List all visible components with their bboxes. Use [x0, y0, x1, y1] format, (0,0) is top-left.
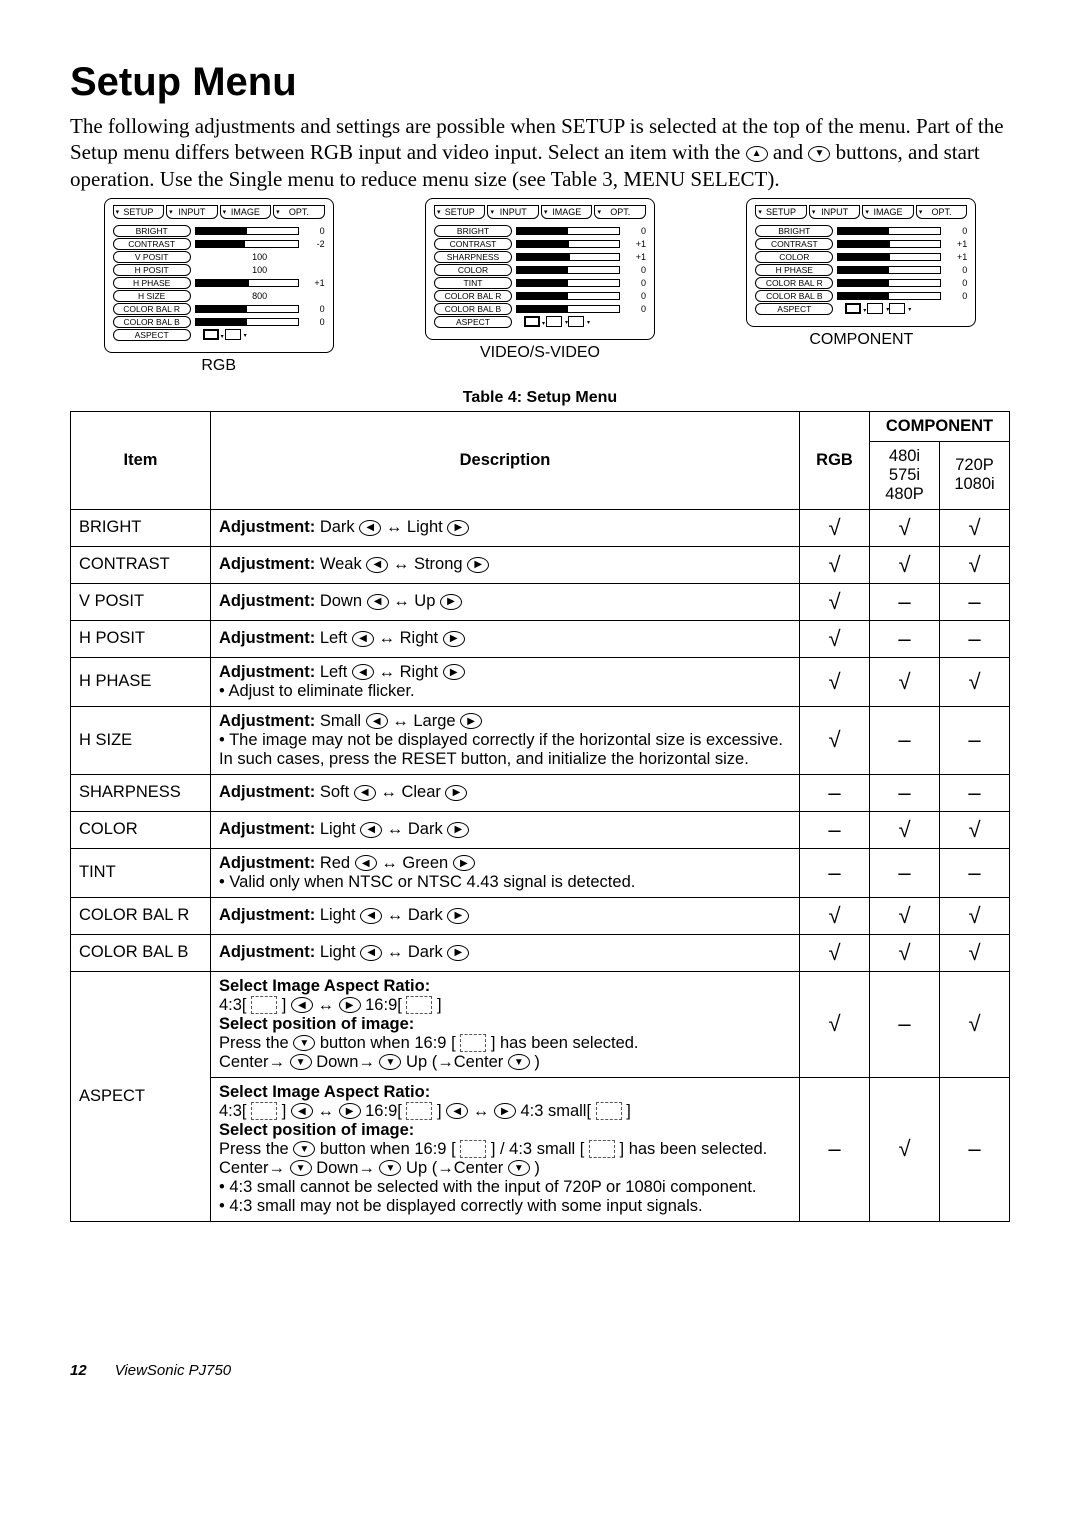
table-row: Select Image Aspect Ratio:4:3[ ] ◀ ↔ ▶ 1… [71, 1077, 1010, 1221]
row-c1: √ [870, 811, 940, 848]
row-c1: √ [870, 546, 940, 583]
row-item: H PHASE [71, 657, 211, 706]
osd-video: ▾SETUP▾INPUT▾IMAGE▾OPT.BRIGHT0CONTRAST+1… [425, 198, 655, 375]
row-desc: Adjustment: Light ◀ ↔ Dark ▶ [211, 897, 800, 934]
row-rgb: √ [800, 583, 870, 620]
row-item: H SIZE [71, 706, 211, 774]
row-desc: Adjustment: Soft ◀ ↔ Clear ▶ [211, 774, 800, 811]
th-component: COMPONENT [870, 411, 1010, 441]
row-c2: – [940, 706, 1010, 774]
row-c1: – [870, 848, 940, 897]
row-desc: Adjustment: Light ◀ ↔ Dark ▶ [211, 934, 800, 971]
row-desc: Adjustment: Dark ◀ ↔ Light ▶ [211, 509, 800, 546]
row-item: COLOR BAL R [71, 897, 211, 934]
row-rgb: √ [800, 934, 870, 971]
table-row: SHARPNESSAdjustment: Soft ◀ ↔ Clear ▶––– [71, 774, 1010, 811]
row-c2: – [940, 848, 1010, 897]
row-c1: √ [870, 934, 940, 971]
th-c2: 720P 1080i [940, 441, 1010, 509]
row-desc: Adjustment: Light ◀ ↔ Dark ▶ [211, 811, 800, 848]
row-item: SHARPNESS [71, 774, 211, 811]
row-c2: √ [940, 971, 1010, 1077]
th-desc: Description [211, 411, 800, 509]
osd-video-caption: VIDEO/S-VIDEO [480, 344, 600, 362]
row-c2: √ [940, 546, 1010, 583]
row-c2: – [940, 583, 1010, 620]
row-c1: – [870, 971, 940, 1077]
row-rgb: – [800, 1077, 870, 1221]
table-row: TINTAdjustment: Red ◀ ↔ Green ▶• Valid o… [71, 848, 1010, 897]
row-desc: Adjustment: Weak ◀ ↔ Strong ▶ [211, 546, 800, 583]
row-c2: – [940, 620, 1010, 657]
table-row: CONTRASTAdjustment: Weak ◀ ↔ Strong ▶√√√ [71, 546, 1010, 583]
row-c2: √ [940, 657, 1010, 706]
row-c2: √ [940, 509, 1010, 546]
up-icon: ▲ [746, 146, 768, 162]
table-row: H SIZEAdjustment: Small ◀ ↔ Large ▶• The… [71, 706, 1010, 774]
row-rgb: √ [800, 620, 870, 657]
product-name: ViewSonic PJ750 [115, 1362, 231, 1379]
row-rgb: – [800, 848, 870, 897]
table-row: V POSITAdjustment: Down ◀ ↔ Up ▶√–– [71, 583, 1010, 620]
row-rgb: √ [800, 546, 870, 583]
row-desc: Adjustment: Left ◀ ↔ Right ▶• Adjust to … [211, 657, 800, 706]
row-rgb: √ [800, 897, 870, 934]
row-rgb: – [800, 774, 870, 811]
row-desc: Adjustment: Left ◀ ↔ Right ▶ [211, 620, 800, 657]
table-row: BRIGHTAdjustment: Dark ◀ ↔ Light ▶√√√ [71, 509, 1010, 546]
table-row: COLOR BAL BAdjustment: Light ◀ ↔ Dark ▶√… [71, 934, 1010, 971]
table-row: H POSITAdjustment: Left ◀ ↔ Right ▶√–– [71, 620, 1010, 657]
page-title: Setup Menu [70, 60, 1010, 105]
table-row: H PHASEAdjustment: Left ◀ ↔ Right ▶• Adj… [71, 657, 1010, 706]
page-number: 12 [70, 1362, 87, 1379]
row-c1: √ [870, 1077, 940, 1221]
row-desc: Select Image Aspect Ratio:4:3[ ] ◀ ↔ ▶ 1… [211, 971, 800, 1077]
intro-text: The following adjustments and settings a… [70, 113, 1010, 192]
row-c1: – [870, 620, 940, 657]
th-c1: 480i 575i 480P [870, 441, 940, 509]
osd-component: ▾SETUP▾INPUT▾IMAGE▾OPT.BRIGHT0CONTRAST+1… [746, 198, 976, 375]
th-rgb: RGB [800, 411, 870, 509]
row-desc: Adjustment: Down ◀ ↔ Up ▶ [211, 583, 800, 620]
row-item: CONTRAST [71, 546, 211, 583]
down-icon: ▼ [808, 146, 830, 162]
row-c1: – [870, 583, 940, 620]
row-desc: Adjustment: Red ◀ ↔ Green ▶• Valid only … [211, 848, 800, 897]
row-c1: √ [870, 897, 940, 934]
row-c1: √ [870, 509, 940, 546]
osd-component-caption: COMPONENT [809, 331, 913, 349]
row-desc: Select Image Aspect Ratio:4:3[ ] ◀ ↔ ▶ 1… [211, 1077, 800, 1221]
row-c2: – [940, 774, 1010, 811]
osd-rgb-caption: RGB [201, 357, 236, 375]
row-item: BRIGHT [71, 509, 211, 546]
row-item: COLOR BAL B [71, 934, 211, 971]
setup-table: Item Description RGB COMPONENT 480i 575i… [70, 411, 1010, 1222]
row-item: TINT [71, 848, 211, 897]
row-c1: – [870, 706, 940, 774]
osd-row: ▾SETUP▾INPUT▾IMAGE▾OPT.BRIGHT0CONTRAST-2… [70, 198, 1010, 375]
row-c2: √ [940, 934, 1010, 971]
table-row: COLOR BAL RAdjustment: Light ◀ ↔ Dark ▶√… [71, 897, 1010, 934]
row-item: V POSIT [71, 583, 211, 620]
table-caption: Table 4: Setup Menu [70, 389, 1010, 407]
osd-rgb: ▾SETUP▾INPUT▾IMAGE▾OPT.BRIGHT0CONTRAST-2… [104, 198, 334, 375]
row-rgb: √ [800, 706, 870, 774]
footer: 12 ViewSonic PJ750 [70, 1362, 1010, 1379]
th-item: Item [71, 411, 211, 509]
row-c2: – [940, 1077, 1010, 1221]
table-row: COLORAdjustment: Light ◀ ↔ Dark ▶–√√ [71, 811, 1010, 848]
row-c1: √ [870, 657, 940, 706]
row-item: COLOR [71, 811, 211, 848]
table-row: ASPECTSelect Image Aspect Ratio:4:3[ ] ◀… [71, 971, 1010, 1077]
row-c1: – [870, 774, 940, 811]
row-rgb: √ [800, 971, 870, 1077]
row-c2: √ [940, 811, 1010, 848]
row-item: H POSIT [71, 620, 211, 657]
row-rgb: – [800, 811, 870, 848]
row-desc: Adjustment: Small ◀ ↔ Large ▶• The image… [211, 706, 800, 774]
row-rgb: √ [800, 657, 870, 706]
row-item: ASPECT [71, 971, 211, 1221]
row-c2: √ [940, 897, 1010, 934]
row-rgb: √ [800, 509, 870, 546]
